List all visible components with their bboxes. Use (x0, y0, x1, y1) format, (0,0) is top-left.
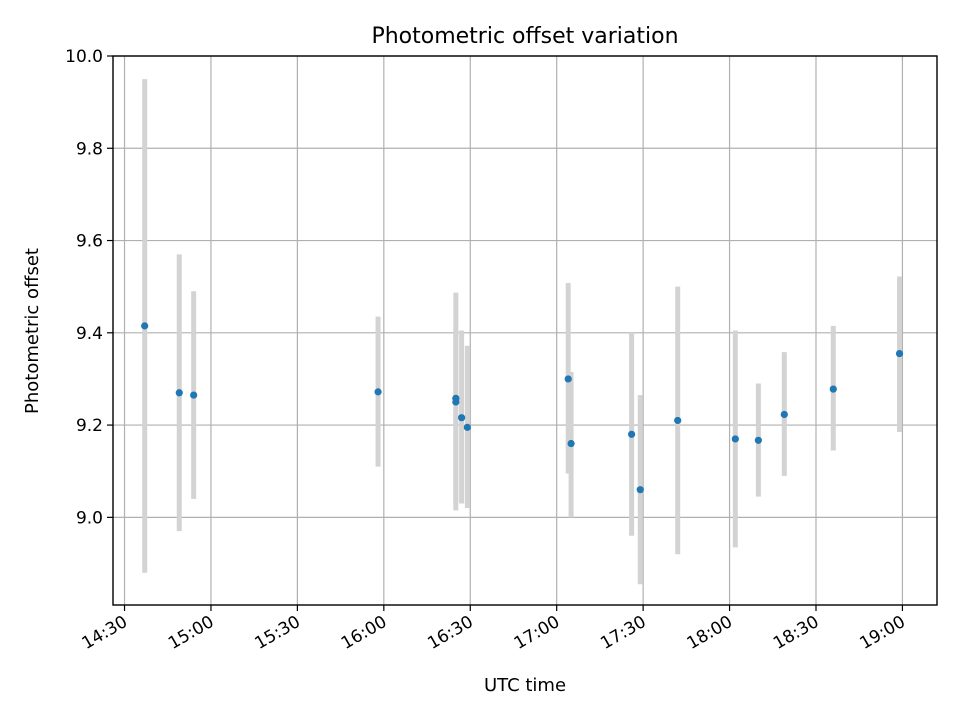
y-axis-label: Photometric offset (22, 248, 43, 414)
data-points (141, 322, 904, 494)
data-point (374, 388, 382, 396)
data-point (458, 414, 466, 422)
x-tick-label: 17:30 (597, 612, 649, 654)
data-point (780, 410, 788, 419)
x-tick-label: 18:30 (770, 612, 822, 654)
data-point (175, 389, 183, 397)
grid (113, 55, 937, 605)
data-point (895, 349, 904, 358)
y-tick-label: 9.0 (76, 508, 103, 528)
data-point (829, 385, 837, 393)
x-tick-label: 14:30 (79, 612, 131, 654)
x-tick-label: 19:00 (856, 612, 908, 654)
data-point (567, 439, 575, 448)
data-point (754, 436, 762, 444)
data-point (141, 322, 149, 330)
y-tick-label: 9.2 (76, 416, 103, 436)
x-tick-label: 16:00 (338, 612, 390, 654)
error-bars (142, 79, 903, 585)
y-tick-label: 9.8 (76, 139, 103, 159)
data-point (452, 394, 460, 402)
data-point (190, 391, 198, 399)
y-tick-label: 10.0 (65, 47, 103, 67)
x-tick-label: 17:00 (511, 612, 563, 654)
x-tick-label: 15:30 (251, 612, 303, 654)
x-tick-label: 16:30 (424, 612, 476, 654)
plot-frame (112, 55, 938, 606)
x-axis: 14:30 15:00 15:30 16:00 16:30 17:00 17:30 18:00… (79, 605, 909, 654)
data-point (731, 435, 739, 443)
data-point (564, 375, 572, 383)
data-point (674, 416, 682, 425)
y-tick-label: 9.4 (76, 324, 103, 344)
y-tick-label: 9.6 (76, 232, 103, 252)
x-tick-label: 18:00 (684, 612, 736, 654)
data-point (463, 423, 471, 431)
y-axis: 9.0 9.2 9.4 9.6 9.8 10.0 (65, 47, 113, 528)
x-axis-label: UTC time (484, 675, 566, 696)
x-tick-label: 15:00 (165, 612, 217, 654)
chart-title: Photometric offset variation (371, 24, 678, 49)
data-point (628, 430, 636, 438)
data-point (636, 486, 644, 494)
